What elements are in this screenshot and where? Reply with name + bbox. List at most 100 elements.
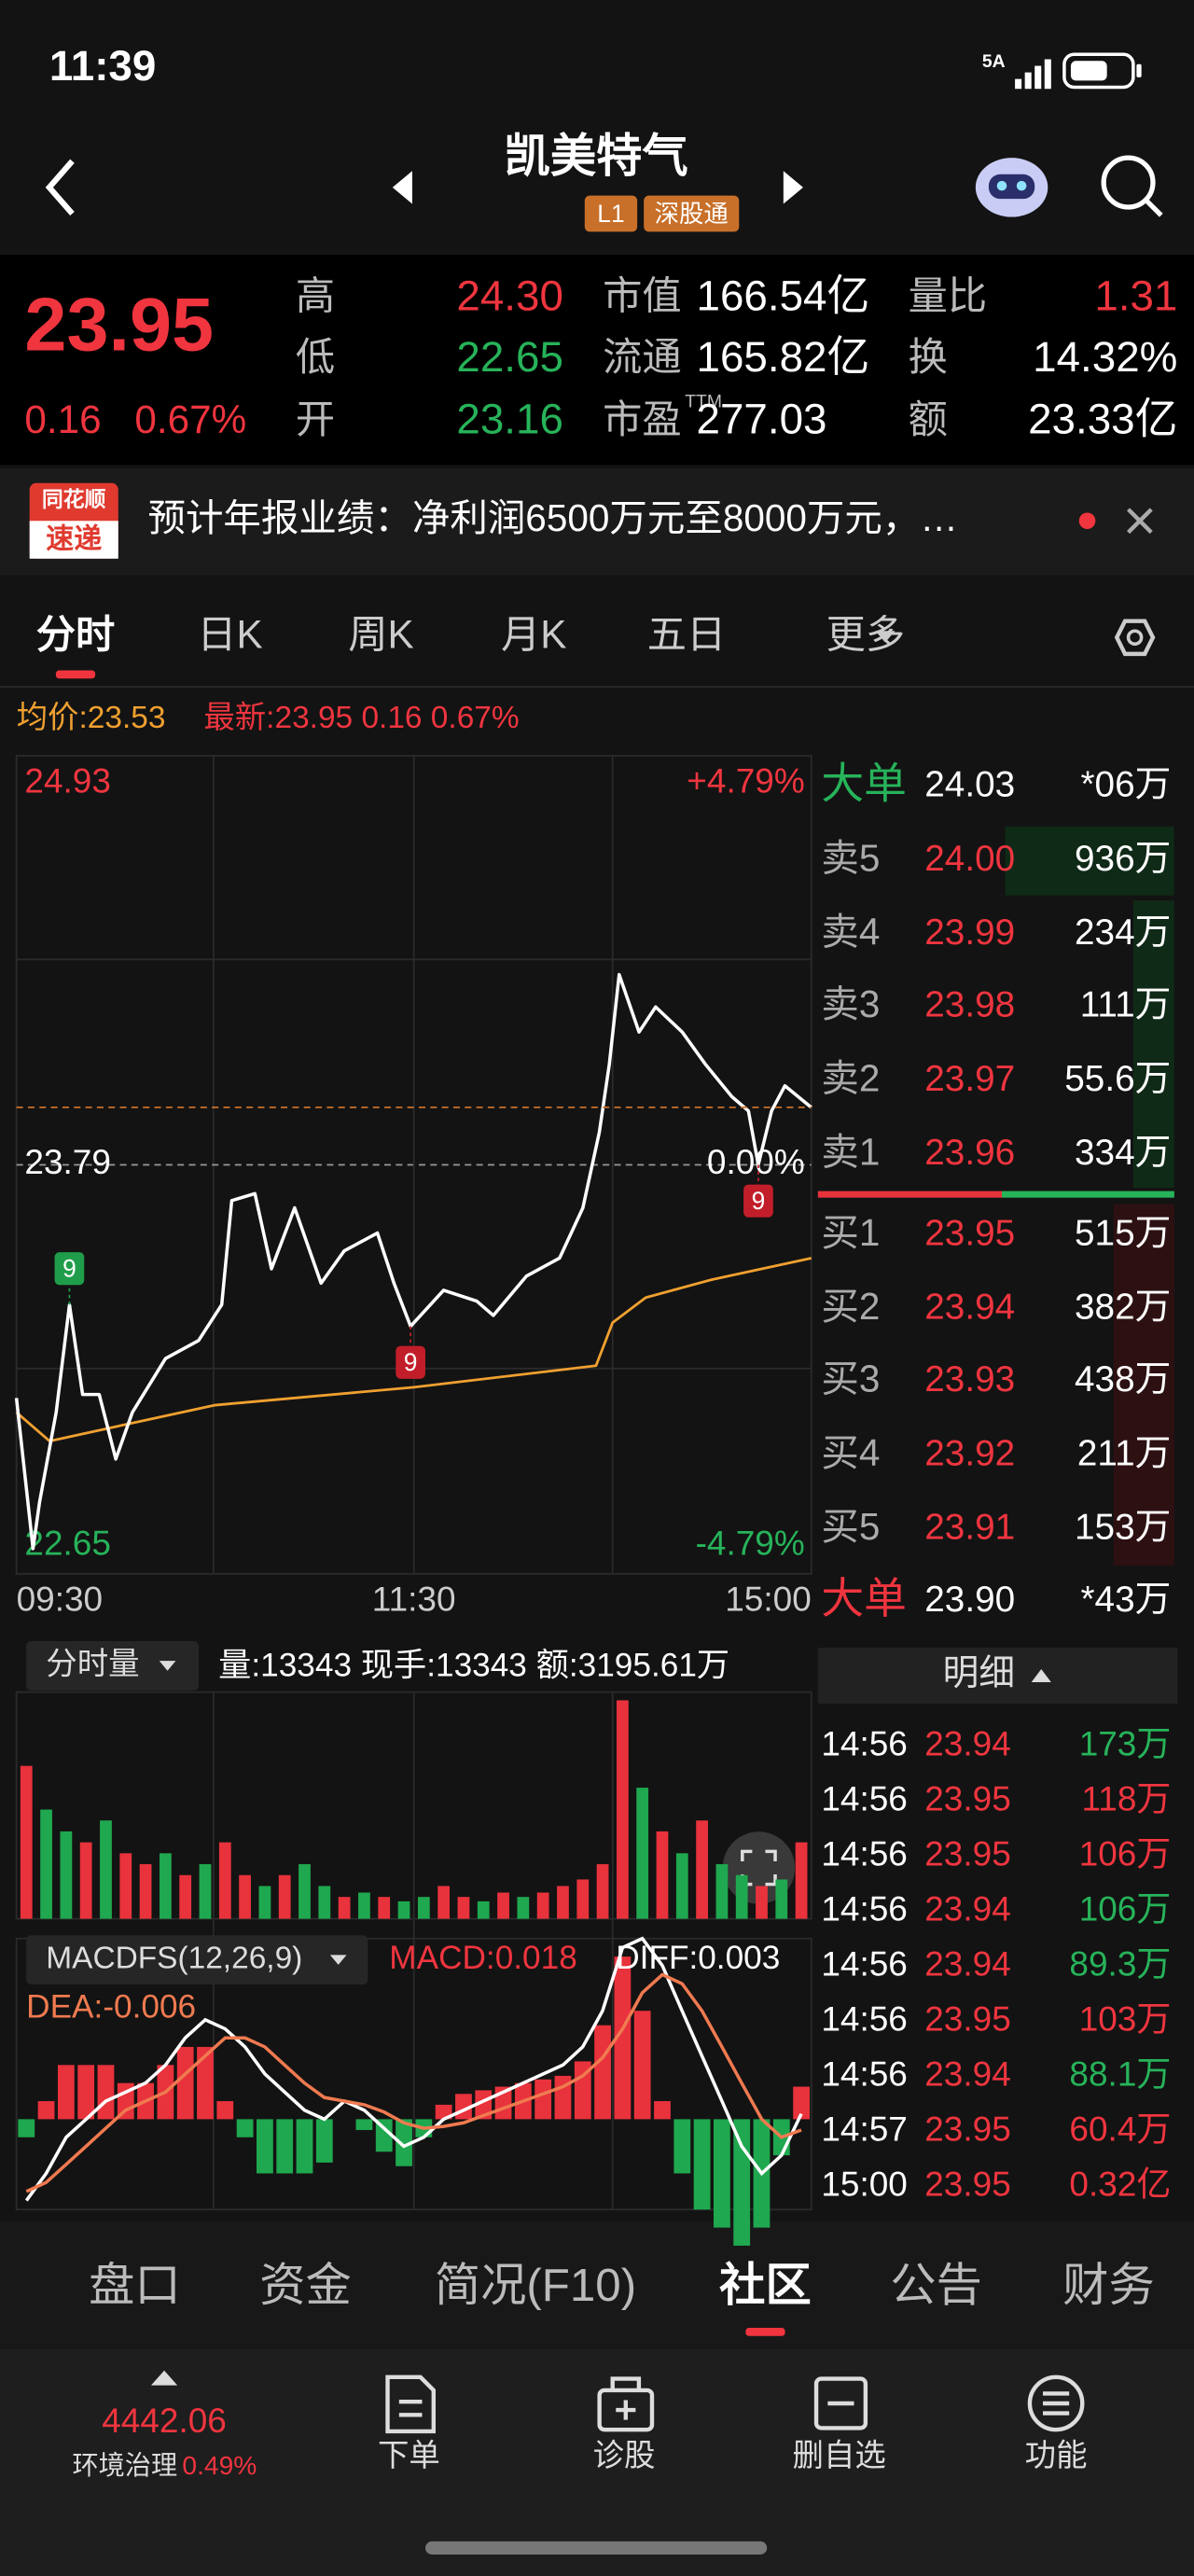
ratio-bar-buy [817,1191,1003,1198]
tab[interactable]: 日K [197,612,262,656]
tab[interactable]: 月K [501,612,566,656]
x-tick-label: 15:00 [725,1580,812,1619]
macd-selector[interactable] [26,1935,368,1985]
macd-bar [375,2119,393,2152]
macd-selector-label[interactable]: MACDFS(12,26,9) [46,1941,302,1975]
volume-bar [139,1864,152,1919]
section-tab[interactable]: 公告 [890,2260,982,2311]
order-label: 大单 [821,760,907,808]
trade-volume: 106万 [1079,1889,1172,1928]
prev-stock[interactable] [392,171,412,204]
volume-selector-label[interactable]: 分时量 [46,1647,139,1681]
tab[interactable]: 分时 [36,612,116,656]
annotation-badge [743,1184,773,1218]
volume-bar [179,1874,192,1919]
macd-bar [633,2011,651,2120]
macd-bar [396,2119,412,2166]
nav-item[interactable]: 诊股 [593,2439,656,2473]
volume-bar [218,1842,231,1919]
diff-value: DIFF:0.003 [616,1940,780,1976]
assistant-icon[interactable] [975,158,1048,217]
settings-icon[interactable] [1114,619,1156,657]
order-volume: *06万 [1080,765,1171,805]
macd-bar [236,2119,254,2137]
tab[interactable]: 周K [348,612,413,656]
macd-bar [37,2101,55,2120]
macd-bar [77,2065,95,2120]
trade-volume: 89.3万 [1069,1944,1171,1983]
index-name: 环境治理 [72,2450,177,2480]
volume-bar [576,1879,590,1919]
diff-line [24,1936,803,2202]
section-tab-underline [745,2327,785,2336]
macd-bar [654,2101,671,2120]
home-indicator[interactable] [425,2541,768,2555]
trade-time: 14:57 [821,2110,908,2148]
nav-item[interactable]: 删自选 [793,2439,886,2473]
volume-selector[interactable] [26,1641,200,1691]
macd-value: MACD:0.018 [389,1940,577,1976]
back-button[interactable] [45,159,75,216]
status-icons [1015,52,1142,90]
next-stock[interactable] [783,171,803,204]
volume-bar [696,1820,708,1919]
news-badge-top: 同花顺 [42,487,106,511]
order-price: 23.95 [924,1213,1015,1253]
macd-bar [296,2119,313,2174]
stat-label: 市值 [603,274,682,318]
volume-bar [417,1897,430,1919]
trades-title[interactable]: 明细 [943,1653,1015,1693]
nav-item[interactable]: 下单 [378,2439,440,2473]
network-label: 5A [982,51,1006,72]
volume-bar [318,1886,331,1919]
annotation-badge [396,1345,425,1379]
news-text[interactable]: 预计年报业绩：净利润6500万元至8000万元，… [147,496,957,539]
order-label: 买2 [821,1285,880,1328]
order-price: 23.90 [924,1580,1015,1620]
macd-bar [355,2119,373,2131]
order-price: 23.93 [924,1359,1015,1399]
stat-value: 166.54亿 [697,272,870,320]
stat-label: 流通 [603,335,682,379]
order-price: 24.03 [924,765,1015,805]
nav-icons [385,2374,1085,2434]
section-tab[interactable]: 社区 [719,2260,812,2311]
volume-bar [378,1897,391,1919]
macd-bar [176,2046,194,2120]
volume-bar [338,1897,351,1919]
unread-dot [1078,512,1096,530]
trade-time: 14:56 [821,1944,908,1983]
order-price: 23.99 [924,912,1015,953]
order-volume: 438万 [1075,1359,1171,1399]
tab[interactable]: 更多 [826,612,905,656]
macd-bar [117,2082,134,2120]
order-price: 23.98 [924,985,1015,1025]
order-volume: 234万 [1075,912,1171,953]
order-price: 23.97 [924,1059,1015,1099]
tag: L1 [597,200,624,228]
search-icon[interactable] [1101,155,1163,217]
close-news[interactable] [1127,508,1153,535]
macd-bar [57,2065,75,2120]
volume-bar [60,1831,73,1919]
section-tab[interactable]: 财务 [1062,2260,1155,2311]
ask-depth [1132,899,1174,1189]
nav-item[interactable]: 功能 [1025,2439,1088,2473]
stat-label: 额 [909,397,948,441]
annotation-badge [54,1252,85,1286]
volume-bar [756,1886,768,1919]
order-label: 卖2 [821,1056,880,1099]
order-label: 卖3 [821,982,880,1025]
y2-tick-label: +4.79% [687,762,804,801]
section-tab[interactable]: 盘口 [89,2260,181,2311]
stat-label: 换 [909,335,948,379]
section-tab[interactable]: 资金 [259,2260,352,2311]
macd-bar [614,1956,632,2120]
volume-bar [79,1842,92,1919]
tab[interactable]: 五日 [647,612,727,656]
index-value[interactable]: 4442.06 [102,2402,227,2440]
section-tab[interactable]: 简况(F10) [435,2260,636,2311]
macd-bar [693,2119,711,2210]
x-tick-label: 09:30 [17,1580,104,1619]
order-volume: 153万 [1075,1508,1171,1548]
